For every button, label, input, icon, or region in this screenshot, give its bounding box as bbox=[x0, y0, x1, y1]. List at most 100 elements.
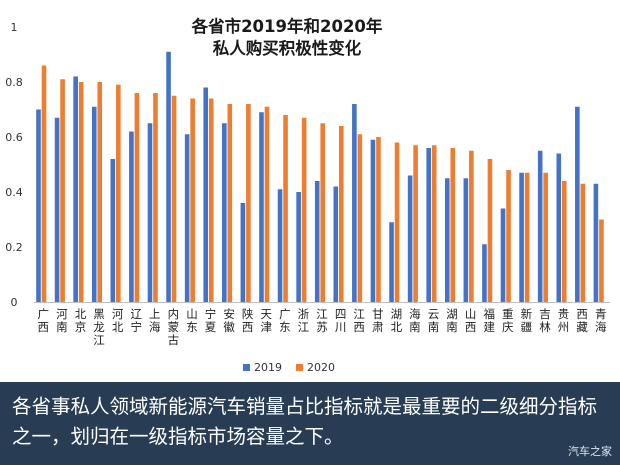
bar-2019-山东 bbox=[184, 134, 190, 302]
bar-2020-云南 bbox=[431, 145, 437, 302]
x-tick-label: 西藏 bbox=[576, 307, 588, 334]
bar-2019-安徽 bbox=[222, 123, 227, 302]
bar-2020-青海 bbox=[599, 219, 604, 302]
bar-2020-四川 bbox=[338, 126, 344, 302]
chart-title: 各省市2019年和2020年 私人购买积极性变化 bbox=[191, 16, 383, 58]
bar-2019-河北 bbox=[110, 159, 116, 302]
bar-2019-吉林 bbox=[537, 150, 543, 302]
bar-2019-宁夏 bbox=[203, 87, 209, 302]
x-tick-label: 贵州 bbox=[558, 307, 570, 334]
x-tick-label: 山东 bbox=[186, 307, 198, 334]
caption-text: 各省事私人领域新能源汽车销量占比指标就是最重要的二级细分指标之一，划归在一级指标… bbox=[12, 395, 598, 448]
y-tick-label: 0.8 bbox=[5, 76, 23, 89]
x-tick-label: 天津 bbox=[261, 307, 273, 334]
bar-2020-湖南 bbox=[450, 148, 456, 302]
y-tick-label: 0.6 bbox=[5, 131, 23, 144]
legend-swatch-2020 bbox=[296, 364, 303, 371]
x-tick-label: 辽宁 bbox=[130, 307, 142, 334]
bar-2020-山西 bbox=[469, 150, 474, 302]
bars bbox=[36, 51, 604, 302]
x-tick-label: 江苏 bbox=[316, 307, 328, 334]
bar-2019-河南 bbox=[54, 117, 60, 302]
x-tick-label: 陕西 bbox=[242, 307, 254, 334]
x-tick-label: 内蒙古 bbox=[168, 307, 180, 347]
bar-2019-浙江 bbox=[296, 192, 301, 302]
bar-2020-山东 bbox=[190, 98, 195, 302]
x-tick-label: 北京 bbox=[75, 307, 87, 334]
bar-2020-北京 bbox=[78, 82, 84, 302]
x-tick-label: 河北 bbox=[112, 307, 124, 334]
bar-2019-西藏 bbox=[575, 106, 580, 302]
bar-2020-河北 bbox=[116, 84, 121, 302]
x-tick-label: 重庆 bbox=[502, 307, 514, 334]
bar-2019-重庆 bbox=[500, 208, 506, 302]
x-tick-label: 安徽 bbox=[223, 307, 235, 334]
bar-2019-甘肃 bbox=[370, 139, 376, 302]
bar-2020-辽宁 bbox=[134, 93, 140, 302]
bar-2020-浙江 bbox=[301, 117, 307, 302]
x-tick-label: 吉林 bbox=[539, 307, 551, 334]
bar-2019-广东 bbox=[277, 189, 283, 302]
bar-2020-贵州 bbox=[561, 181, 567, 302]
x-tick-label: 宁夏 bbox=[205, 307, 217, 334]
chart-title-line-2: 私人购买积极性变化 bbox=[213, 38, 362, 58]
bar-2020-甘肃 bbox=[376, 137, 381, 302]
bar-2019-上海 bbox=[147, 123, 153, 302]
bar-2019-福建 bbox=[482, 244, 487, 302]
legend-label: 2020 bbox=[307, 361, 335, 374]
x-tick-label: 广东 bbox=[279, 307, 291, 334]
caption-panel bbox=[0, 382, 620, 465]
bar-2020-广东 bbox=[283, 115, 288, 302]
bar-2019-天津 bbox=[259, 112, 264, 302]
bar-2020-黑龙江 bbox=[97, 82, 103, 302]
x-tick-label: 广西 bbox=[38, 307, 50, 334]
watermark: 汽车之家 bbox=[568, 445, 612, 458]
bar-2020-河南 bbox=[60, 79, 65, 302]
y-tick-label: 0.4 bbox=[5, 186, 23, 199]
x-tick-label: 湖南 bbox=[446, 307, 458, 334]
x-tick-label: 新疆 bbox=[521, 307, 533, 334]
x-tick-label: 江西 bbox=[353, 307, 365, 334]
y-tick-label: 1 bbox=[11, 21, 18, 34]
x-tick-label: 山西 bbox=[465, 307, 477, 334]
bar-2020-江苏 bbox=[320, 123, 326, 302]
bar-2020-湖北 bbox=[394, 142, 400, 302]
x-tick-label: 黑龙江 bbox=[93, 307, 105, 347]
bar-2019-陕西 bbox=[240, 203, 246, 302]
bar-2019-湖南 bbox=[444, 178, 450, 302]
bar-2019-新疆 bbox=[519, 172, 524, 302]
bar-2020-海南 bbox=[413, 145, 418, 302]
bar-2019-贵州 bbox=[556, 153, 562, 302]
x-tick-label: 甘肃 bbox=[372, 307, 384, 334]
x-tick-label: 上海 bbox=[149, 307, 161, 334]
legend: 2019 2020 bbox=[243, 361, 335, 374]
bar-2020-天津 bbox=[264, 106, 270, 302]
bar-2019-海南 bbox=[407, 175, 413, 302]
x-tick-label: 浙江 bbox=[298, 307, 310, 334]
bar-2020-西藏 bbox=[580, 183, 586, 302]
bar-2019-湖北 bbox=[389, 222, 394, 302]
chart-title-line-1: 各省市2019年和2020年 bbox=[191, 16, 383, 36]
bar-2020-重庆 bbox=[506, 170, 511, 302]
bar-2019-辽宁 bbox=[129, 131, 134, 302]
x-tick-label: 青海 bbox=[595, 307, 607, 334]
bar-2019-广西 bbox=[36, 109, 41, 302]
x-tick-label: 河南 bbox=[56, 307, 68, 334]
bar-2019-黑龙江 bbox=[91, 106, 97, 302]
bar-2020-陕西 bbox=[246, 104, 251, 302]
y-tick-label: 0.2 bbox=[5, 241, 23, 254]
bar-2020-新疆 bbox=[524, 172, 530, 302]
bar-2020-内蒙古 bbox=[171, 95, 177, 302]
legend-swatch-2019 bbox=[243, 364, 250, 371]
x-tick-label: 四川 bbox=[335, 307, 347, 334]
bar-2019-四川 bbox=[333, 186, 339, 302]
bar-2020-福建 bbox=[487, 159, 493, 302]
x-tick-label: 云南 bbox=[428, 307, 440, 334]
bar-2020-安徽 bbox=[227, 104, 233, 302]
bar-2019-北京 bbox=[73, 76, 78, 302]
x-tick-label: 湖北 bbox=[391, 307, 403, 334]
x-axis: 广西河南北京黑龙江河北辽宁上海内蒙古山东宁夏安徽陕西天津广东浙江江苏四川江西甘肃… bbox=[34, 302, 610, 347]
y-tick-label: 0 bbox=[11, 296, 18, 309]
x-tick-label: 福建 bbox=[483, 307, 495, 334]
